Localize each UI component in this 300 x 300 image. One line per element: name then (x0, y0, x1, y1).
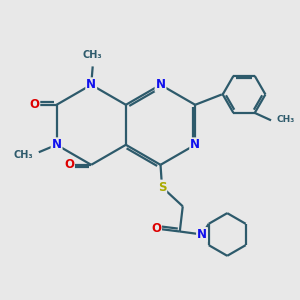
Text: O: O (29, 98, 39, 111)
Text: CH₃: CH₃ (13, 150, 33, 160)
Text: N: N (86, 78, 96, 91)
Text: S: S (158, 181, 166, 194)
Text: N: N (197, 228, 207, 241)
Text: CH₃: CH₃ (276, 115, 295, 124)
Text: CH₃: CH₃ (83, 50, 103, 60)
Text: N: N (52, 138, 61, 151)
Text: N: N (155, 78, 166, 91)
Text: O: O (64, 158, 74, 171)
Text: O: O (151, 222, 161, 235)
Text: N: N (190, 138, 200, 151)
